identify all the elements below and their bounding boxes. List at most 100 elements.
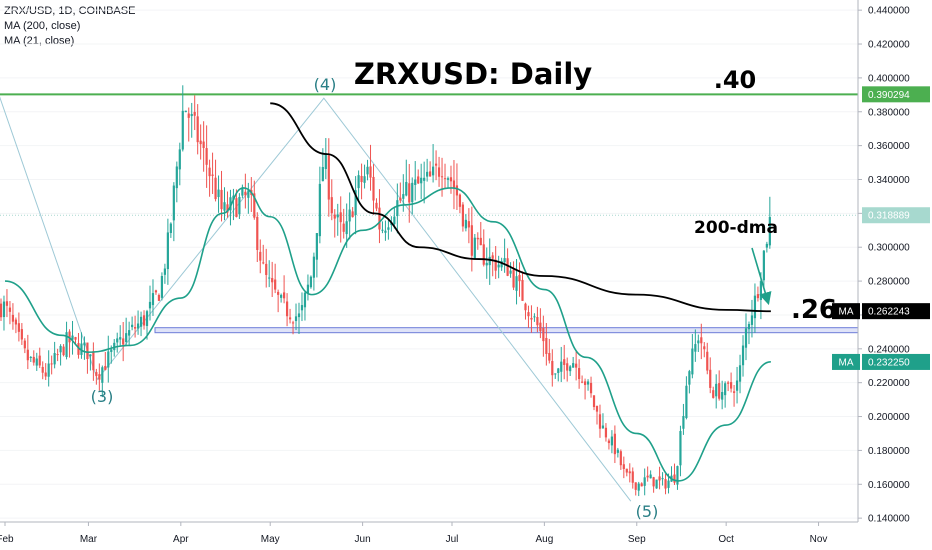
candle: [393, 206, 396, 229]
candle-body: [399, 197, 402, 201]
candle-body: [280, 294, 283, 298]
candle: [193, 95, 196, 131]
candle-body: [53, 353, 56, 365]
candle: [581, 375, 584, 384]
candle-body: [730, 382, 733, 389]
candle: [14, 317, 17, 334]
candle-body: [765, 243, 768, 248]
candle-body: [482, 244, 485, 265]
candle-body: [29, 356, 32, 358]
candle: [432, 144, 435, 183]
candle: [375, 198, 378, 212]
candle: [625, 468, 628, 477]
candle-body: [592, 395, 596, 408]
candle-body: [2, 301, 6, 318]
y-tick-label: 0.280000: [868, 277, 910, 288]
candle-body: [199, 140, 202, 145]
candle-body: [44, 372, 47, 377]
candle-body: [223, 202, 226, 211]
candle: [74, 336, 77, 344]
candle-body: [634, 482, 637, 490]
candle-body: [241, 188, 244, 196]
candle: [721, 380, 724, 410]
dma-label: 200-dma: [694, 218, 778, 238]
candle-body: [598, 414, 602, 429]
candle: [381, 221, 384, 234]
candle-body: [658, 476, 661, 481]
candle-body: [724, 383, 727, 396]
candle: [601, 413, 605, 429]
candle-body: [256, 216, 259, 250]
candle: [134, 315, 137, 338]
candle-body: [423, 177, 426, 181]
candle-body: [548, 352, 551, 361]
candle-body: [673, 474, 676, 483]
candle: [136, 310, 140, 335]
candle-body: [321, 167, 324, 182]
candle: [503, 238, 506, 273]
candle-body: [196, 116, 199, 143]
y-tick-label: 0.140000: [868, 514, 910, 525]
candle: [750, 299, 754, 338]
candle-body: [11, 314, 15, 322]
candle-body: [434, 163, 438, 166]
candle: [756, 286, 760, 302]
candle: [288, 308, 292, 324]
candle-body: [122, 338, 125, 345]
candle-body: [369, 166, 372, 178]
candle-body: [80, 343, 83, 355]
candle-body: [491, 255, 494, 259]
candle: [62, 344, 65, 357]
candle: [53, 341, 56, 369]
candle-body: [345, 221, 348, 235]
candle: [163, 263, 166, 284]
candle: [744, 313, 748, 361]
candle-body: [142, 315, 146, 326]
candle: [83, 336, 86, 360]
candle-body: [136, 323, 140, 329]
y-tick-label: 0.420000: [868, 40, 910, 51]
candle-body: [715, 383, 718, 397]
candle: [71, 320, 74, 355]
ma200-tag-badge-bg: [832, 303, 860, 320]
candle-body: [408, 183, 411, 203]
x-tick-label: Feb: [0, 534, 14, 545]
candle-body: [238, 196, 241, 215]
candle-body: [455, 185, 459, 196]
candle: [673, 463, 676, 485]
candle-body: [139, 316, 143, 327]
candle: [595, 405, 599, 425]
candle-body: [640, 483, 643, 487]
candle-body: [512, 269, 515, 288]
candle: [429, 161, 432, 177]
candle-body: [718, 383, 721, 399]
candle: [405, 159, 408, 197]
y-tick-label: 0.220000: [868, 378, 910, 389]
candle-body: [59, 345, 62, 353]
candle-body: [458, 194, 462, 207]
candle-body: [89, 354, 92, 357]
candle-body: [396, 200, 399, 217]
candle-body: [583, 381, 587, 385]
candle-body: [479, 237, 482, 246]
ma21-tag-bg: [862, 353, 930, 370]
candle-body: [566, 363, 569, 371]
candle: [223, 187, 226, 221]
candle-body: [727, 382, 730, 384]
candle-body: [342, 223, 345, 232]
candle-body: [312, 256, 315, 278]
candle-body: [667, 480, 670, 488]
candle: [509, 262, 512, 278]
candle: [747, 321, 751, 345]
candle: [482, 229, 485, 267]
candle: [196, 104, 199, 155]
candle-body: [449, 177, 453, 182]
candle: [652, 476, 655, 493]
candle-body: [557, 368, 560, 373]
candle: [470, 206, 473, 272]
candle: [700, 323, 703, 360]
candle-body: [378, 207, 381, 230]
candle-body: [35, 358, 38, 366]
candle-body: [288, 317, 292, 320]
candle-body: [700, 337, 703, 344]
